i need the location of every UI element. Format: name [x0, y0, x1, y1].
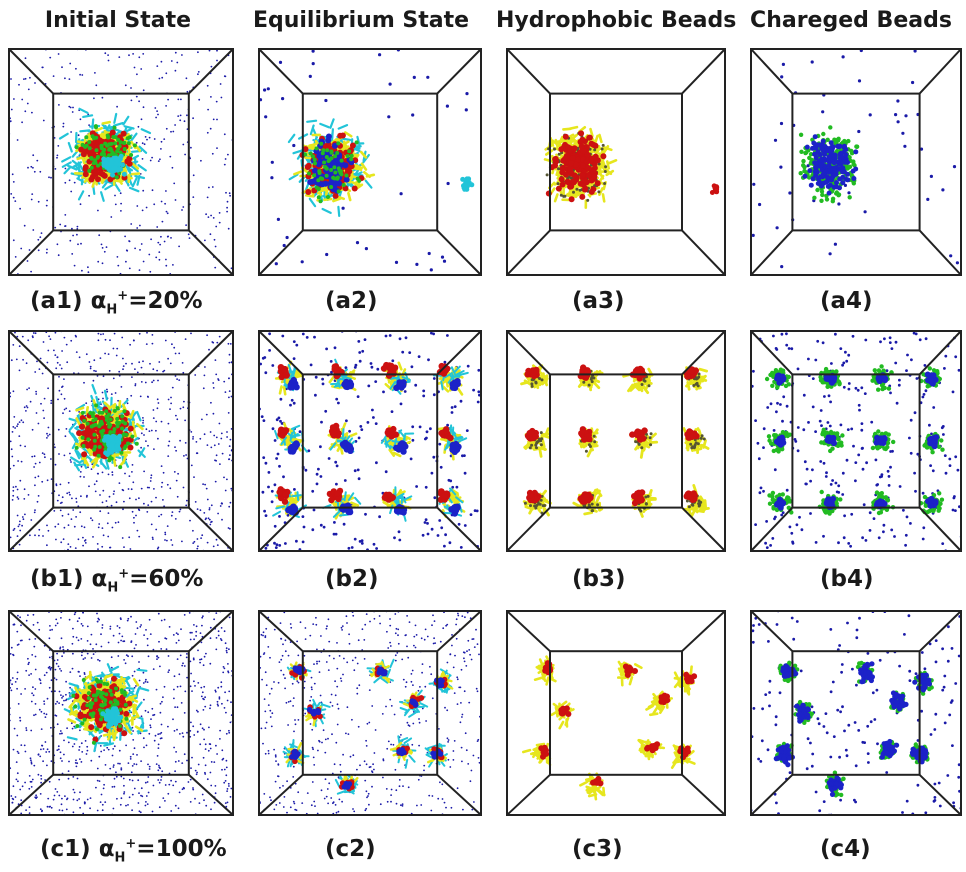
panel-label-a2: (a2) — [325, 288, 378, 314]
panel-b4 — [750, 330, 962, 552]
bead-cloud — [258, 610, 481, 816]
simulation-box-edges — [506, 48, 726, 276]
panel-a3 — [506, 48, 726, 276]
panel-label-b1: (b1) αH+=60% — [30, 566, 204, 596]
bead-cloud — [8, 610, 234, 816]
panel-a1 — [8, 48, 234, 276]
panel-a4 — [750, 48, 962, 276]
panel-b1 — [8, 330, 234, 552]
panel-label-c2: (c2) — [325, 836, 376, 862]
column-header-hydrophobic-beads: Hydrophobic Beads — [496, 8, 737, 33]
panel-label-a4: (a4) — [820, 288, 873, 314]
panel-c3 — [506, 610, 726, 816]
panel-c2 — [258, 610, 482, 816]
simulation-box-edges — [258, 330, 482, 552]
panel-label-b4: (b4) — [820, 566, 874, 592]
simulation-box-edges — [506, 330, 726, 552]
panel-c4 — [750, 610, 962, 816]
panel-label-c3: (c3) — [572, 836, 623, 862]
panel-label-b3: (b3) — [572, 566, 626, 592]
simulation-box-edges — [8, 48, 234, 276]
panel-b3 — [506, 330, 726, 552]
simulation-box-edges — [750, 48, 962, 276]
panel-label-c1: (c1) αH+=100% — [40, 836, 227, 866]
panel-a2 — [258, 48, 482, 276]
panel-label-a1: (a1) αH+=20% — [30, 288, 203, 318]
panel-c1 — [8, 610, 234, 816]
panel-b2 — [258, 330, 482, 552]
simulation-box-edges — [258, 48, 482, 276]
bead-cloud — [750, 610, 962, 816]
bead-cloud — [543, 125, 720, 209]
panel-label-c4: (c4) — [820, 836, 871, 862]
column-header-initial-state: Initial State — [44, 8, 192, 33]
simulation-box-edges — [506, 610, 726, 816]
simulation-box-edges — [8, 330, 234, 552]
simulation-box-edges — [750, 330, 962, 552]
bead-cloud — [258, 48, 475, 272]
panel-label-a3: (a3) — [572, 288, 625, 314]
column-header-charged-beads: Chareged Beads — [750, 8, 952, 33]
simulation-box-edges — [750, 610, 962, 816]
bead-cloud — [8, 48, 234, 276]
bead-cloud — [751, 48, 962, 276]
column-header-equilibrium-state: Equilibrium State — [252, 8, 470, 33]
panel-label-b2: (b2) — [325, 566, 379, 592]
bead-cloud — [8, 330, 234, 552]
simulation-box-edges — [8, 610, 234, 816]
bead-cloud — [520, 364, 710, 518]
simulation-box-edges — [258, 610, 482, 816]
